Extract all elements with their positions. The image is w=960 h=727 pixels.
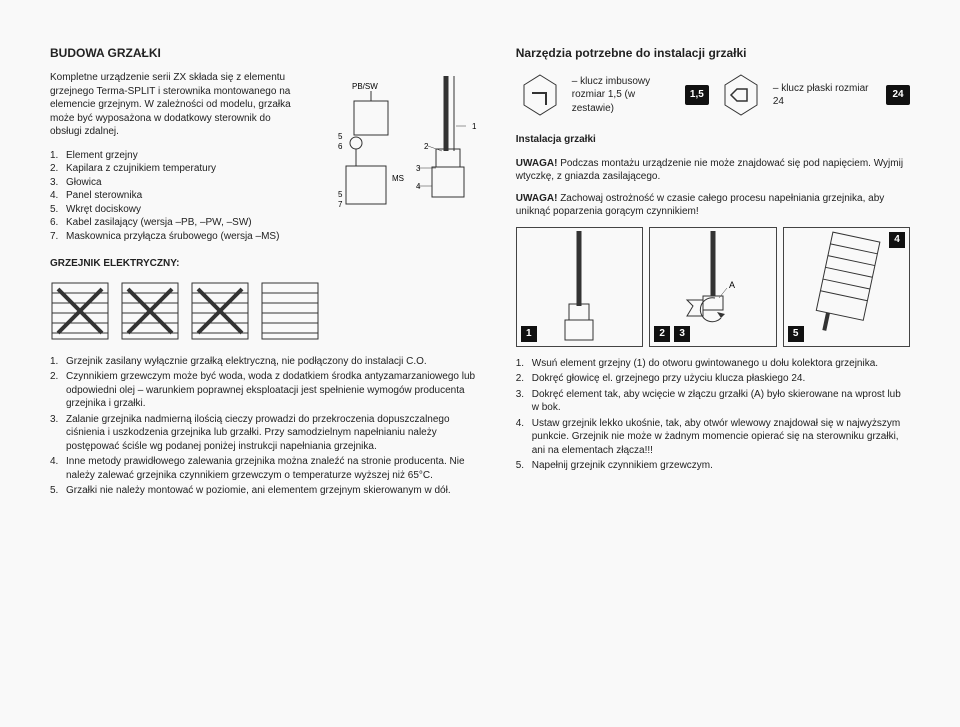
radiator-icons (50, 281, 486, 341)
svg-text:5: 5 (338, 132, 343, 141)
note-3: Zalanie grzejnika nadmierną ilością ciec… (66, 413, 486, 454)
part-1: Element grzejny (66, 149, 138, 163)
procedure-list: 1.Wsuń element grzejny (1) do otworu gwi… (516, 357, 910, 473)
proc-3: Dokręć element tak, aby wcięcie w złączu… (532, 388, 910, 415)
flat-key-icon (717, 71, 765, 119)
step-1: 1 (516, 227, 643, 347)
proc-4: Ustaw grzejnik lekko ukośnie, tak, aby o… (532, 417, 910, 458)
label-pbsw: PB/SW (352, 82, 378, 91)
note-4: Inne metody prawidłowego zalewania grzej… (66, 455, 486, 482)
note-5: Grzałki nie należy montować w poziomie, … (66, 484, 451, 498)
badge-4: 4 (889, 232, 905, 248)
part-6: Kabel zasilający (wersja –PB, –PW, –SW) (66, 216, 252, 230)
steps-diagram: 1 A 2 3 (516, 227, 910, 347)
electric-heater-title: GRZEJNIK ELEKTRYCZNY: (50, 257, 486, 271)
step-2-3: A 2 3 (649, 227, 776, 347)
tool2-label: – klucz płaski rozmiar 24 (773, 82, 878, 109)
svg-text:A: A (729, 280, 735, 290)
install-title: Instalacja grzałki (516, 133, 910, 147)
note-2: Czynnikiem grzewczym może być woda, woda… (66, 370, 486, 411)
svg-text:2: 2 (424, 142, 429, 151)
heater-diagram: PB/SW MS 1 2 3 4 5 6 5 7 (316, 71, 486, 211)
notes-list: 1.Grzejnik zasilany wyłącznie grzałką el… (50, 355, 486, 498)
svg-text:1: 1 (472, 122, 477, 131)
section-title-left: BUDOWA GRZAŁKI (50, 45, 486, 61)
part-3: Głowica (66, 176, 102, 190)
proc-2: Dokręć głowicę el. grzejnego przy użyciu… (532, 372, 805, 386)
warning-1: UWAGA! Podczas montażu urządzenie nie mo… (516, 157, 910, 184)
size-1-5: 1,5 (685, 85, 709, 105)
part-2: Kapilara z czujnikiem temperatury (66, 162, 216, 176)
tool1-label: – klucz imbusowy rozmiar 1,5 (w zestawie… (572, 75, 677, 116)
tools-row: – klucz imbusowy rozmiar 1,5 (w zestawie… (516, 71, 910, 119)
label-ms: MS (392, 174, 404, 183)
parts-list: 1.Element grzejny 2.Kapilara z czujnikie… (50, 149, 304, 244)
svg-text:4: 4 (416, 182, 421, 191)
part-7: Maskownica przyłącza śrubowego (wersja –… (66, 230, 279, 244)
svg-text:3: 3 (416, 164, 421, 173)
size-24: 24 (886, 85, 910, 105)
part-5: Wkręt dociskowy (66, 203, 141, 217)
badge-1: 1 (521, 326, 537, 342)
allen-key-icon (516, 71, 564, 119)
svg-text:6: 6 (338, 142, 343, 151)
part-4: Panel sterownika (66, 189, 142, 203)
badge-5: 5 (788, 326, 804, 342)
section-title-right: Narzędzia potrzebne do instalacji grzałk… (516, 45, 910, 61)
warning-2: UWAGA! Zachowaj ostrożność w czasie całe… (516, 192, 910, 219)
proc-5: Napełnij grzejnik czynnikiem grzewczym. (532, 459, 713, 473)
intro-text: Kompletne urządzenie serii ZX składa się… (50, 71, 304, 139)
svg-text:7: 7 (338, 200, 343, 209)
badge-3: 3 (674, 326, 690, 342)
proc-1: Wsuń element grzejny (1) do otworu gwint… (532, 357, 878, 371)
badge-2: 2 (654, 326, 670, 342)
step-4-5: 4 5 (783, 227, 910, 347)
note-1: Grzejnik zasilany wyłącznie grzałką elek… (66, 355, 427, 369)
svg-text:5: 5 (338, 190, 343, 199)
